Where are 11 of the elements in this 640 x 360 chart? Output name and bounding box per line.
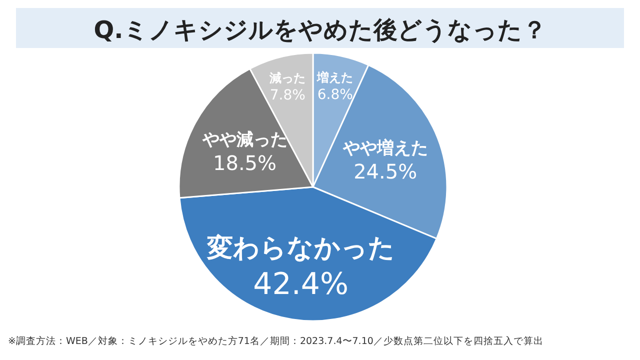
slice-label: やや増えた xyxy=(342,138,428,159)
data-label: 18.5% xyxy=(213,150,277,175)
data-label: 6.8% xyxy=(317,86,353,103)
text: ※調査方法：WEB／対象：ミノキシジルをやめた方71名／期間：2023.7.4〜7.10／少数点第二位以下を四捨五入で算出 xyxy=(8,335,544,347)
slice: 変わらなかった 42.4% xyxy=(178,186,438,322)
slice-label: 増えた xyxy=(316,70,354,84)
slice-label: やや減った xyxy=(201,130,288,150)
data-label: 24.5% xyxy=(354,160,418,184)
chart-title: Q.ミノキシジルをやめた後どうなった？ xyxy=(94,16,546,44)
data-label: 42.4% xyxy=(253,266,348,302)
slice-label: 変わらなかった xyxy=(206,233,395,264)
